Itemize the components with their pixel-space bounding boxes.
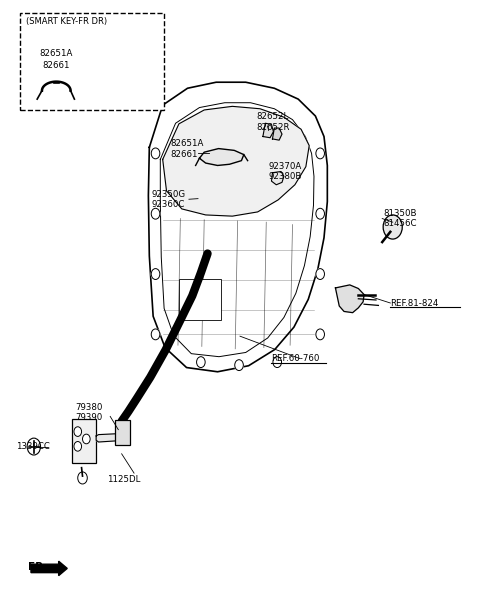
Text: REF.60-760: REF.60-760 [271, 354, 319, 363]
Polygon shape [148, 82, 327, 371]
Circle shape [83, 434, 90, 444]
Text: 92350G
92360C: 92350G 92360C [152, 190, 186, 209]
Circle shape [316, 329, 324, 340]
Text: 79380
79390: 79380 79390 [75, 403, 103, 422]
Text: 82651A
82661: 82651A 82661 [171, 139, 204, 159]
FancyArrow shape [31, 561, 67, 576]
Circle shape [27, 438, 40, 455]
Text: REF.81-824: REF.81-824 [390, 299, 439, 307]
Bar [179, 279, 221, 320]
Text: 82651A: 82651A [39, 48, 73, 58]
Circle shape [383, 215, 402, 239]
Circle shape [197, 357, 205, 368]
Polygon shape [96, 433, 125, 442]
Circle shape [151, 148, 160, 159]
Text: (SMART KEY-FR DR): (SMART KEY-FR DR) [26, 17, 108, 26]
Text: 1339CC: 1339CC [16, 442, 49, 451]
Polygon shape [199, 148, 244, 165]
Circle shape [273, 357, 281, 368]
Circle shape [316, 208, 324, 219]
Text: FR.: FR. [28, 562, 47, 571]
Circle shape [74, 442, 82, 451]
Polygon shape [263, 123, 274, 138]
Text: 81350B
81456C: 81350B 81456C [383, 209, 417, 228]
Bar [72, 419, 96, 463]
Polygon shape [163, 106, 309, 216]
FancyBboxPatch shape [21, 13, 164, 110]
Bar [115, 421, 130, 445]
Circle shape [78, 472, 87, 484]
Circle shape [235, 360, 243, 370]
Polygon shape [272, 171, 284, 185]
Text: 82661: 82661 [43, 61, 70, 70]
Text: 1125DL: 1125DL [108, 474, 141, 484]
Text: 92370A
92380B: 92370A 92380B [269, 162, 302, 181]
Circle shape [74, 427, 82, 436]
Circle shape [316, 268, 324, 279]
Polygon shape [273, 128, 282, 140]
Circle shape [151, 268, 160, 279]
Circle shape [316, 148, 324, 159]
Circle shape [151, 208, 160, 219]
Text: 82652L
82652R: 82652L 82652R [257, 112, 290, 132]
Polygon shape [336, 285, 364, 313]
Circle shape [151, 329, 160, 340]
